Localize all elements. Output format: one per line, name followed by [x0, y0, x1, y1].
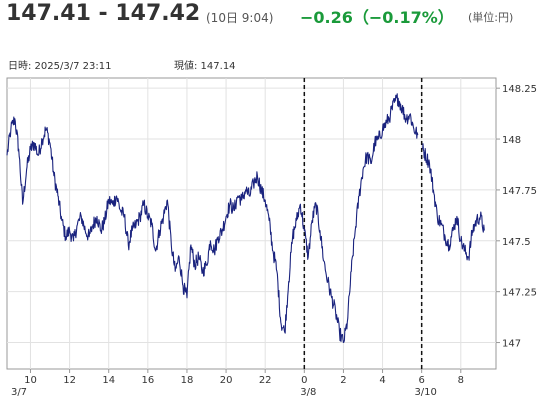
date-label: 3/8 [300, 387, 316, 398]
plot-frame [6, 77, 497, 370]
x-tick-label: 16 [141, 375, 154, 386]
x-tick-label: 14 [102, 375, 115, 386]
date-label: 3/10 [414, 387, 436, 398]
y-tick-label: 147.75 [502, 186, 537, 197]
x-tick-label: 18 [181, 375, 194, 386]
date-label: 3/7 [11, 387, 27, 398]
x-tick-label: 6 [418, 375, 424, 386]
quote-time: (10日 9:04) [206, 11, 274, 25]
x-tick-label: 0 [301, 375, 307, 386]
x-tick-label: 4 [379, 375, 385, 386]
x-tick-label: 22 [259, 375, 272, 386]
x-tick-label: 8 [458, 375, 464, 386]
x-tick-label: 10 [24, 375, 37, 386]
quote-header: 147.41 - 147.42 (10日 9:04) −0.26（−0.17%）… [0, 0, 553, 40]
price-change: −0.26（−0.17%） [300, 8, 454, 27]
price-line [6, 93, 485, 344]
unit-label: (単位:円) [468, 11, 514, 24]
y-tick-label: 148.25 [502, 84, 537, 95]
price-range: 147.41 - 147.42 [6, 1, 201, 26]
cursor-current-value: 現値: 147.14 [174, 61, 236, 72]
y-tick-label: 148 [502, 135, 521, 146]
price-chart[interactable]: 147 147.25 147.5 147.75 148 148.25 10 12 14 16 18 2… [0, 70, 553, 400]
y-tick-label: 147 [502, 339, 521, 350]
x-tick-label: 20 [220, 375, 233, 386]
cursor-datetime: 日時: 2025/3/7 23:11 [8, 61, 112, 72]
y-tick-label: 147.25 [502, 288, 537, 299]
chart-area[interactable]: 147 147.25 147.5 147.75 148 148.25 10 12 14 16 18 2… [0, 70, 553, 400]
x-tick-label: 2 [340, 375, 346, 386]
y-tick-label: 147.5 [502, 237, 531, 248]
x-tick-label: 12 [63, 375, 76, 386]
